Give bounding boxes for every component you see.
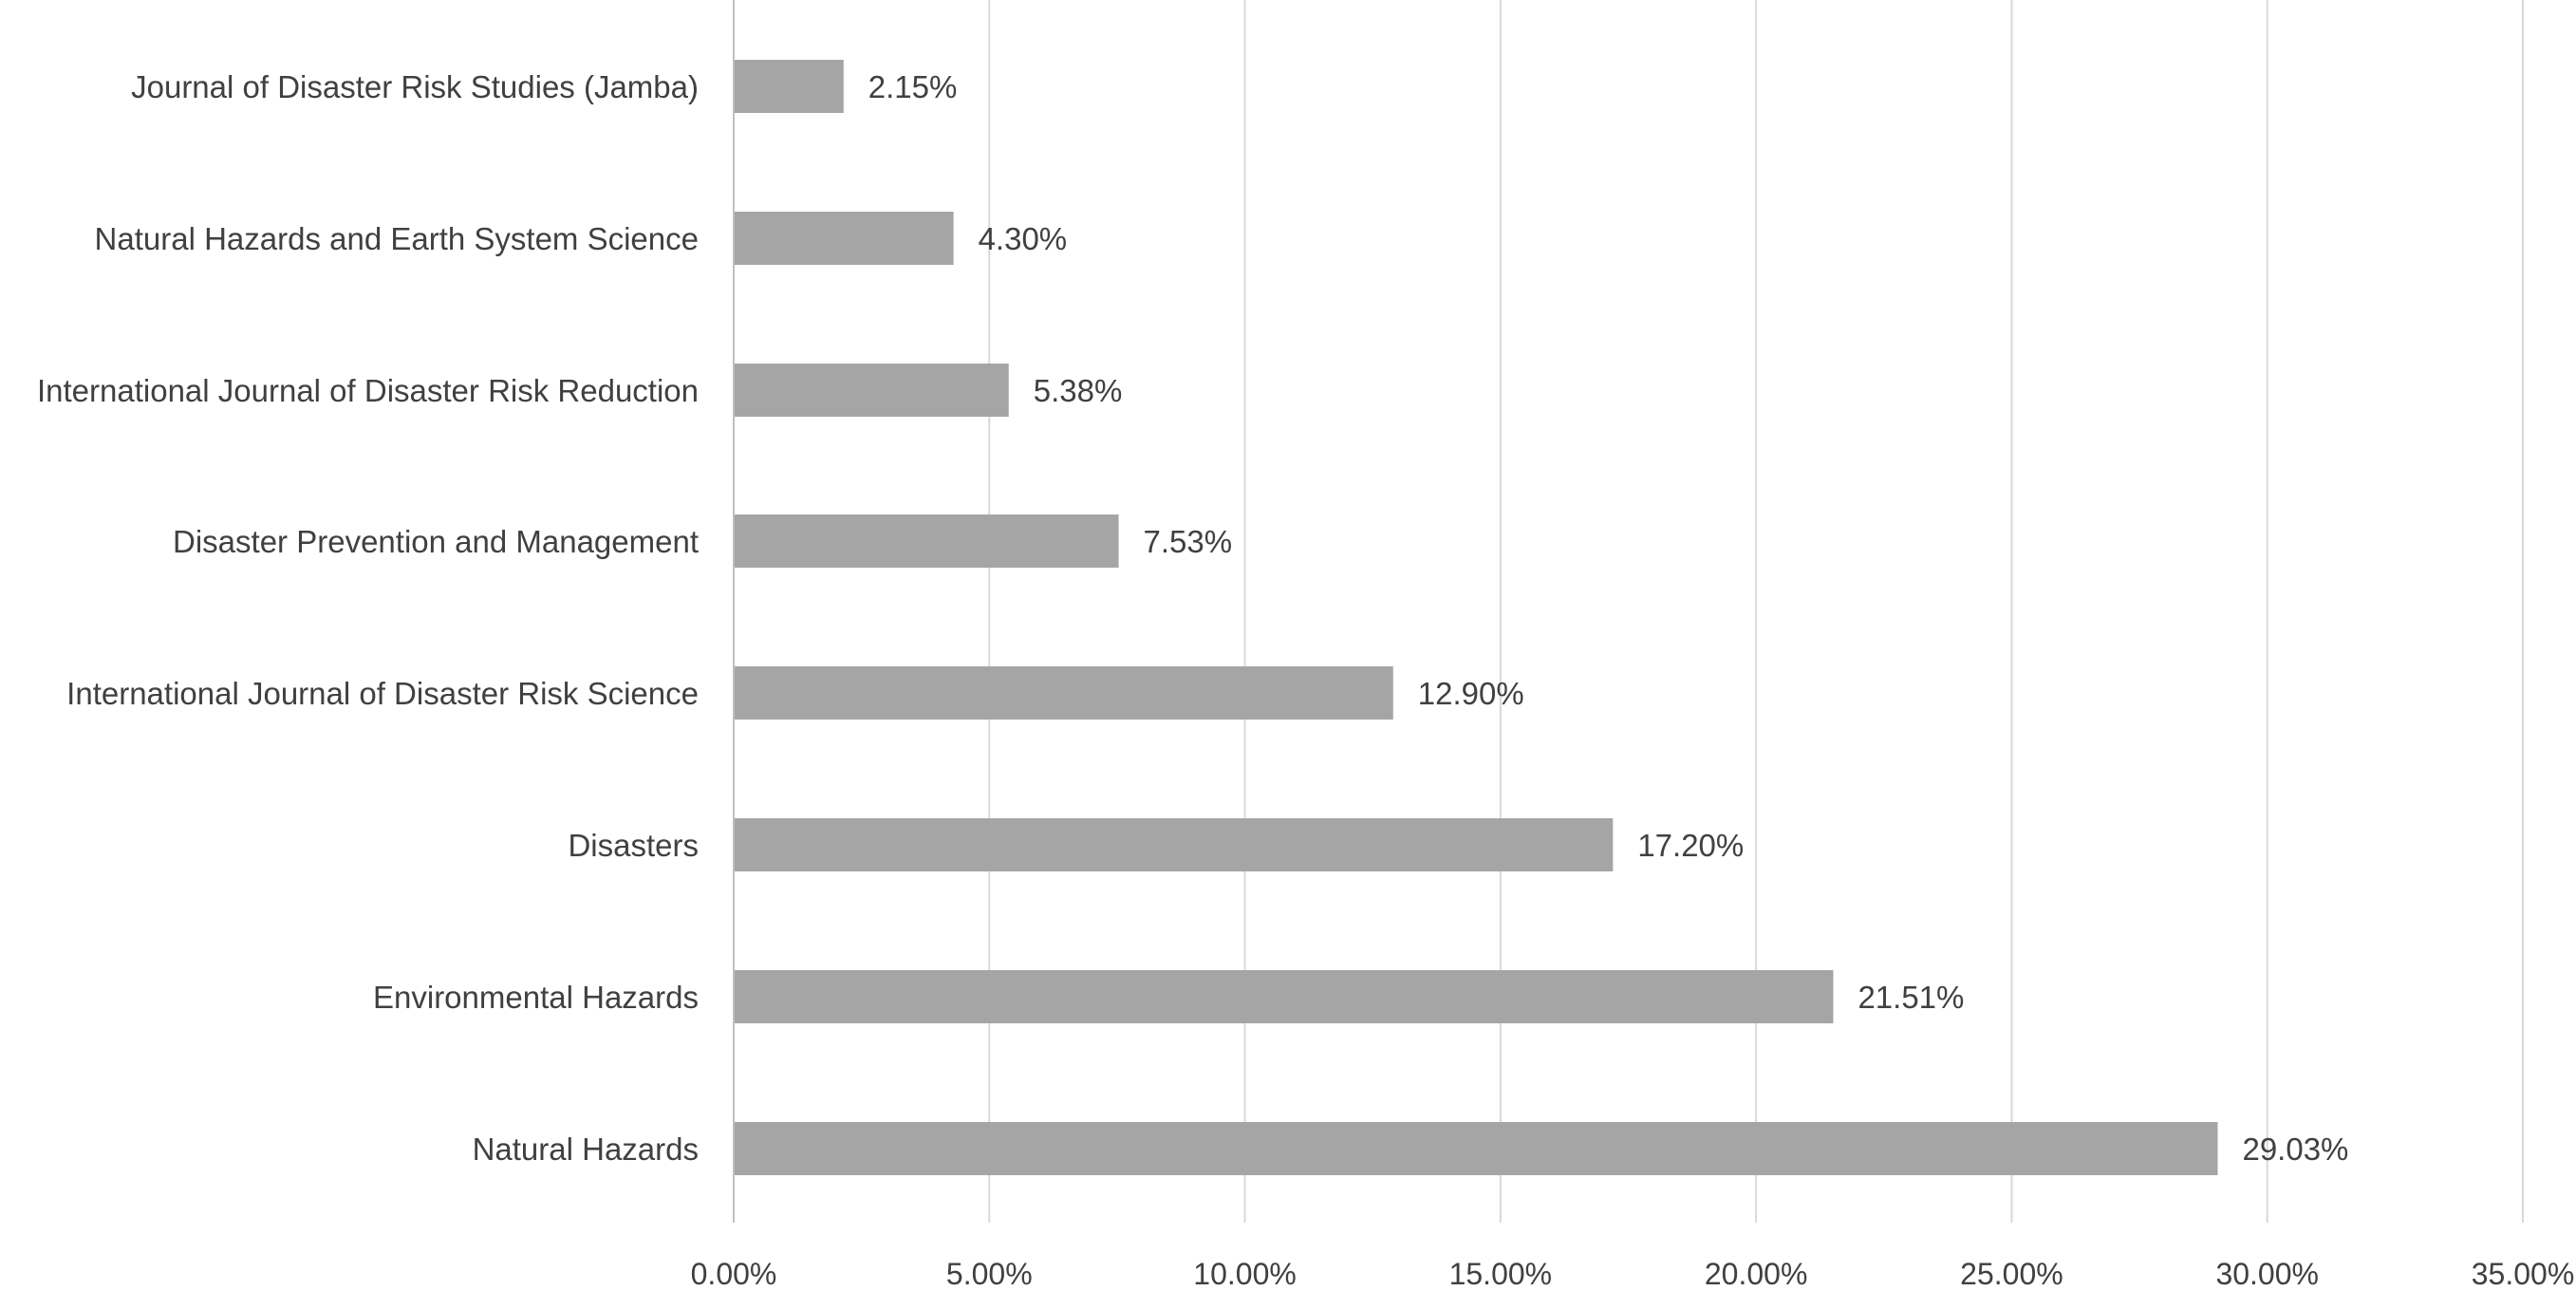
category-label: International Journal of Disaster Risk R… (37, 373, 699, 408)
data-labels: 2.15% 4.30% 5.38% 7.53% 12.90% 17.20% 21.51% 29… (868, 69, 2349, 1167)
bar (735, 515, 1119, 568)
bar (735, 1122, 2218, 1175)
bar (735, 970, 1834, 1023)
x-tick-label: 25.00% (1960, 1257, 2063, 1291)
x-tick-label: 15.00% (1449, 1257, 1553, 1291)
bar (735, 666, 1393, 720)
category-label: Natural Hazards (473, 1132, 699, 1167)
data-label: 29.03% (2242, 1132, 2348, 1167)
bar (735, 60, 844, 113)
data-label: 12.90% (1418, 676, 1524, 711)
data-label: 21.51% (1857, 980, 1964, 1015)
x-tick-label: 30.00% (2215, 1257, 2319, 1291)
bar (735, 364, 1009, 417)
x-axis-tick-labels: 0.00% 5.00% 10.00% 15.00% 20.00% 25.00% 30.00%… (691, 1257, 2575, 1291)
gridlines (733, 0, 2524, 1223)
data-label: 17.20% (1637, 828, 1744, 863)
category-label: Journal of Disaster Risk Studies (Jamba) (131, 69, 699, 104)
category-labels: Journal of Disaster Risk Studies (Jamba)… (37, 69, 699, 1167)
x-tick-label: 10.00% (1193, 1257, 1297, 1291)
x-tick-label: 5.00% (946, 1257, 1033, 1291)
category-label: International Journal of Disaster Risk S… (66, 676, 699, 711)
x-tick-label: 20.00% (1705, 1257, 1808, 1291)
data-label: 5.38% (1034, 373, 1123, 408)
data-label: 2.15% (868, 69, 958, 104)
x-tick-label: 0.00% (691, 1257, 777, 1291)
bar (735, 212, 954, 265)
bars (735, 60, 2218, 1175)
category-label: Disasters (568, 828, 699, 863)
category-label: Environmental Hazards (373, 980, 699, 1015)
bar (735, 818, 1614, 871)
data-label: 7.53% (1144, 524, 1233, 559)
category-label: Disaster Prevention and Management (173, 524, 699, 559)
x-tick-label: 35.00% (2472, 1257, 2575, 1291)
category-label: Natural Hazards and Earth System Science (95, 221, 699, 256)
data-label: 4.30% (979, 221, 1068, 256)
